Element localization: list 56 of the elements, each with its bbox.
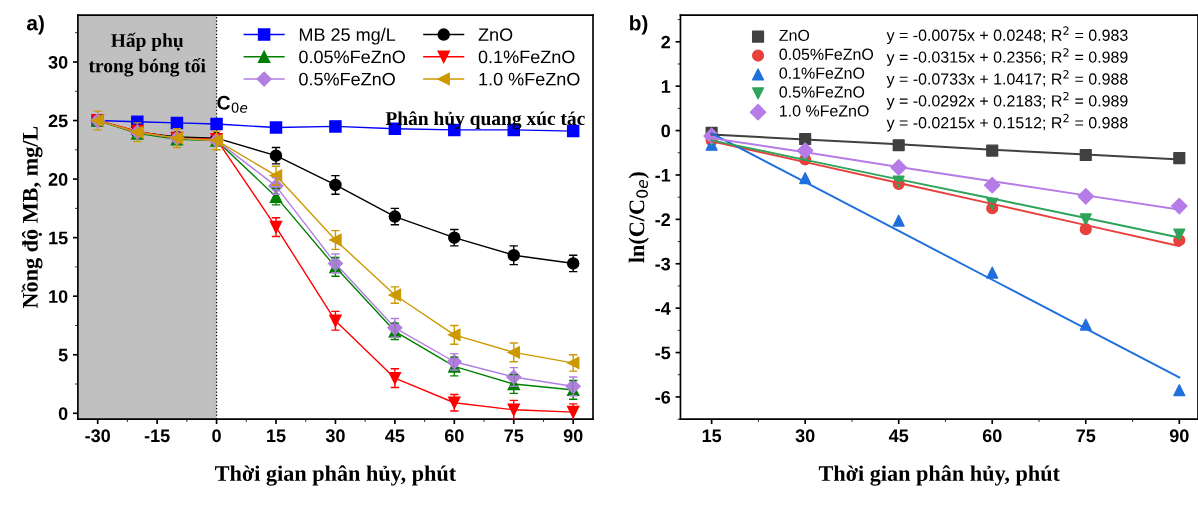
x-tick-label: 90 xyxy=(1169,429,1189,443)
x-tick-label: 75 xyxy=(504,429,524,443)
x-tick-label: 15 xyxy=(702,429,722,443)
y-tick-label: -1 xyxy=(655,169,671,182)
chart-title: b) xyxy=(630,15,648,35)
ref-line-label: C$_{0e}$ xyxy=(217,95,248,113)
band-label: Hấp phụ trong bóng tối xyxy=(88,32,206,77)
legend-label: 1.0 %FeZnO xyxy=(780,105,869,117)
y-tick-label: -4 xyxy=(655,302,671,315)
x-tick-label: 15 xyxy=(267,429,286,443)
legend-label: 0.1%FeZnO xyxy=(478,50,575,64)
y-tick-label: -5 xyxy=(655,346,671,360)
annotation: y = -0.0215x + 0.1512; R$^{2}$ = 0.988 xyxy=(886,113,1128,132)
x-tick-label: 60 xyxy=(444,429,464,443)
x-tick-label: 60 xyxy=(982,429,1002,443)
x-axis-title: Thời gian phân hủy, phút xyxy=(818,465,1060,486)
legend-label: 0.1%FeZnO xyxy=(779,67,865,79)
annotation: y = -0.0075x + 0.0248; R$^{2}$ = 0.983 xyxy=(886,26,1128,45)
y-tick-label: -2 xyxy=(655,213,671,226)
y-tick-label: 10 xyxy=(49,290,68,303)
chart-title: a) xyxy=(26,15,44,35)
y-tick-label: 0 xyxy=(58,407,68,421)
y-axis-title: ln(C/C$_{0e}$) xyxy=(628,172,649,263)
x-tick-label: 30 xyxy=(325,429,345,443)
x-tick-label: 45 xyxy=(888,429,909,443)
y-tick-label: 5 xyxy=(58,348,68,362)
y-tick-label: -6 xyxy=(655,390,671,404)
legend-label: ZnO xyxy=(478,28,513,42)
legend-label: 0.5%FeZnO xyxy=(299,72,395,86)
x-tick-label: -30 xyxy=(85,429,110,443)
y-tick-label: 1 xyxy=(661,80,671,93)
annotation: Phân hủy quang xúc tác xyxy=(385,111,585,130)
y-tick-label: 30 xyxy=(48,55,68,69)
y-axis-title: Nồng độ MB, mg/L xyxy=(21,126,43,309)
legend-label: 0.5%FeZnO xyxy=(779,86,865,98)
y-tick-label: 20 xyxy=(48,173,68,186)
y-tick-label: 0 xyxy=(661,124,670,138)
legend-label: 0.05%FeZnO xyxy=(299,50,405,64)
annotation: y = -0.0315x + 0.2356; R$^{2}$ = 0.989 xyxy=(886,48,1128,66)
x-tick-label: 90 xyxy=(563,429,583,443)
x-tick-label: -15 xyxy=(144,429,170,443)
y-tick-label: 15 xyxy=(49,231,68,245)
x-tick-label: 75 xyxy=(1076,429,1096,443)
x-tick-label: 0 xyxy=(212,429,221,443)
legend-label: 0.05%FeZnO xyxy=(779,48,874,60)
y-tick-label: 25 xyxy=(48,114,68,128)
y-tick-label: 2 xyxy=(661,35,671,49)
legend-label: 1.0 %FeZnO xyxy=(479,72,580,86)
annotation: y = -0.0733x + 1.0417; R$^{2}$ = 0.988 xyxy=(886,70,1128,88)
legend-label: ZnO xyxy=(779,29,810,42)
x-tick-label: 30 xyxy=(795,429,815,443)
annotation: y = -0.0292x + 0.2183; R$^{2}$ = 0.989 xyxy=(886,91,1128,110)
x-tick-label: 45 xyxy=(385,429,405,443)
x-axis-title: Thời gian phân hủy, phút xyxy=(215,465,457,486)
legend-label: MB 25 mg/L xyxy=(299,27,396,45)
y-tick-label: -3 xyxy=(655,257,671,271)
